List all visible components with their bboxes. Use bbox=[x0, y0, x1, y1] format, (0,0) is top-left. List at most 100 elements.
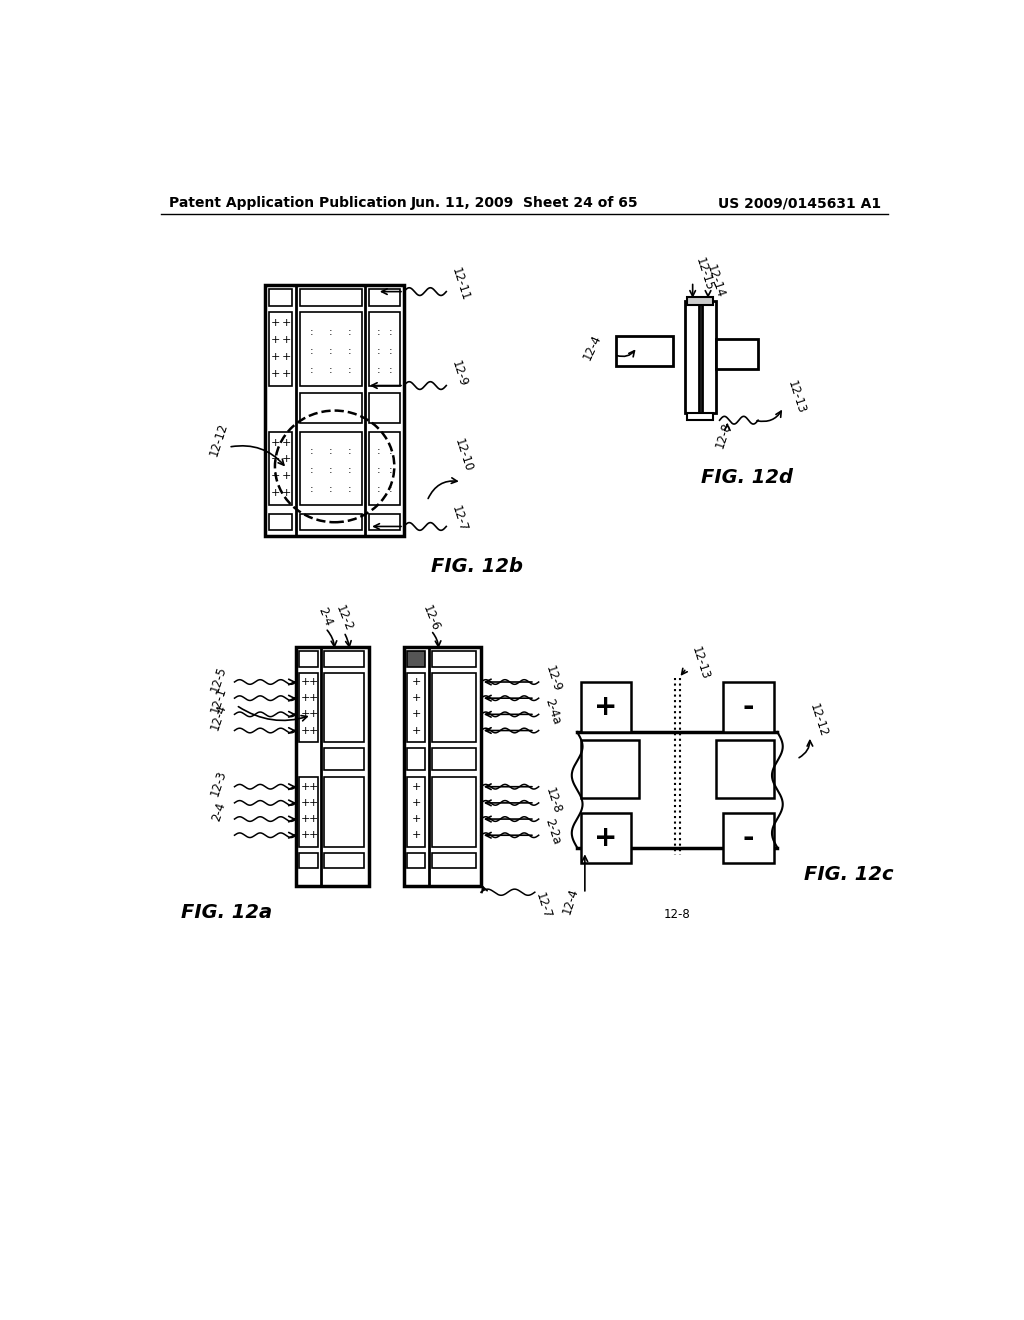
Text: 2-4: 2-4 bbox=[210, 801, 228, 824]
Text: +: + bbox=[412, 814, 421, 824]
Text: +: + bbox=[301, 830, 310, 841]
Text: :: : bbox=[329, 366, 333, 375]
Text: :: : bbox=[377, 446, 380, 455]
Text: 12-13: 12-13 bbox=[689, 644, 712, 681]
Text: :: : bbox=[389, 484, 392, 495]
Bar bbox=[407, 853, 425, 869]
Text: 12-4: 12-4 bbox=[581, 333, 604, 362]
Text: :: : bbox=[309, 446, 313, 455]
Text: +: + bbox=[308, 797, 317, 808]
Bar bbox=[403, 647, 481, 886]
Text: 12-14: 12-14 bbox=[705, 263, 727, 300]
Text: :: : bbox=[348, 465, 352, 475]
Text: +: + bbox=[282, 437, 291, 447]
Text: +: + bbox=[301, 814, 310, 824]
Bar bbox=[581, 682, 631, 733]
Text: 2-4a: 2-4a bbox=[543, 697, 563, 726]
Text: :: : bbox=[309, 366, 313, 375]
Bar bbox=[686, 297, 713, 305]
Bar bbox=[299, 853, 317, 869]
Bar bbox=[265, 285, 403, 536]
Text: +: + bbox=[282, 335, 291, 345]
Text: +: + bbox=[282, 488, 291, 499]
Bar bbox=[407, 777, 425, 847]
Bar bbox=[299, 651, 317, 667]
Text: +: + bbox=[270, 318, 280, 329]
Text: 12-11: 12-11 bbox=[449, 265, 472, 302]
Text: +: + bbox=[282, 352, 291, 362]
Text: :: : bbox=[377, 326, 380, 337]
Text: +: + bbox=[412, 830, 421, 841]
Text: -: - bbox=[742, 824, 754, 851]
Text: 12-12: 12-12 bbox=[208, 421, 230, 458]
Text: :: : bbox=[389, 446, 392, 455]
Bar bbox=[269, 289, 292, 306]
Bar bbox=[324, 748, 364, 770]
Bar bbox=[269, 432, 292, 506]
Text: 12-4: 12-4 bbox=[560, 887, 581, 916]
Text: +: + bbox=[282, 318, 291, 329]
Bar bbox=[370, 432, 400, 506]
Text: FIG. 12d: FIG. 12d bbox=[700, 469, 793, 487]
Bar bbox=[716, 339, 758, 368]
Text: +: + bbox=[308, 709, 317, 719]
Text: Patent Application Publication: Patent Application Publication bbox=[169, 197, 407, 210]
Bar bbox=[324, 673, 364, 742]
Text: 12-10: 12-10 bbox=[452, 437, 474, 473]
Text: :: : bbox=[377, 366, 380, 375]
Text: :: : bbox=[348, 366, 352, 375]
Bar bbox=[299, 777, 317, 847]
Text: +: + bbox=[301, 781, 310, 792]
Text: :: : bbox=[348, 326, 352, 337]
Text: +: + bbox=[301, 693, 310, 704]
Bar bbox=[581, 813, 631, 863]
Text: :: : bbox=[329, 346, 333, 356]
Text: +: + bbox=[301, 677, 310, 686]
Text: +: + bbox=[282, 370, 291, 379]
Bar bbox=[686, 412, 713, 420]
Text: Jun. 11, 2009  Sheet 24 of 65: Jun. 11, 2009 Sheet 24 of 65 bbox=[411, 197, 639, 210]
Bar bbox=[370, 313, 400, 385]
Text: :: : bbox=[329, 465, 333, 475]
Text: :: : bbox=[377, 465, 380, 475]
Bar bbox=[370, 393, 400, 422]
Text: +: + bbox=[282, 454, 291, 465]
Text: 12-2: 12-2 bbox=[333, 603, 355, 634]
Bar bbox=[370, 515, 400, 529]
Bar bbox=[324, 777, 364, 847]
Text: 12-9: 12-9 bbox=[543, 664, 563, 694]
Text: +: + bbox=[308, 781, 317, 792]
Text: 12-8: 12-8 bbox=[543, 785, 563, 816]
Bar bbox=[432, 651, 475, 667]
Text: :: : bbox=[348, 446, 352, 455]
Text: :: : bbox=[389, 346, 392, 356]
Text: 12-13: 12-13 bbox=[785, 379, 808, 416]
Bar bbox=[407, 673, 425, 742]
Bar bbox=[724, 682, 773, 733]
Text: +: + bbox=[594, 693, 617, 721]
Bar bbox=[300, 313, 361, 385]
Bar bbox=[701, 301, 716, 412]
Text: 12-1: 12-1 bbox=[208, 685, 228, 714]
Text: :: : bbox=[377, 346, 380, 356]
Text: 12-7: 12-7 bbox=[449, 504, 469, 533]
Text: 12-8: 12-8 bbox=[713, 421, 734, 450]
Text: +: + bbox=[308, 814, 317, 824]
Bar bbox=[324, 853, 364, 869]
Text: :: : bbox=[329, 446, 333, 455]
Bar bbox=[432, 673, 475, 742]
Bar bbox=[685, 301, 698, 412]
Bar bbox=[324, 651, 364, 667]
Text: :: : bbox=[329, 484, 333, 495]
Text: 12-9: 12-9 bbox=[449, 359, 469, 389]
Text: :: : bbox=[377, 484, 380, 495]
Text: 12-6: 12-6 bbox=[420, 603, 442, 634]
Text: +: + bbox=[412, 797, 421, 808]
Text: +: + bbox=[270, 488, 280, 499]
Text: +: + bbox=[412, 677, 421, 686]
Text: FIG. 12c: FIG. 12c bbox=[804, 865, 894, 884]
Text: 12-5: 12-5 bbox=[208, 664, 228, 693]
Text: :: : bbox=[309, 465, 313, 475]
Text: 2-4: 2-4 bbox=[315, 605, 335, 628]
Bar bbox=[296, 647, 370, 886]
